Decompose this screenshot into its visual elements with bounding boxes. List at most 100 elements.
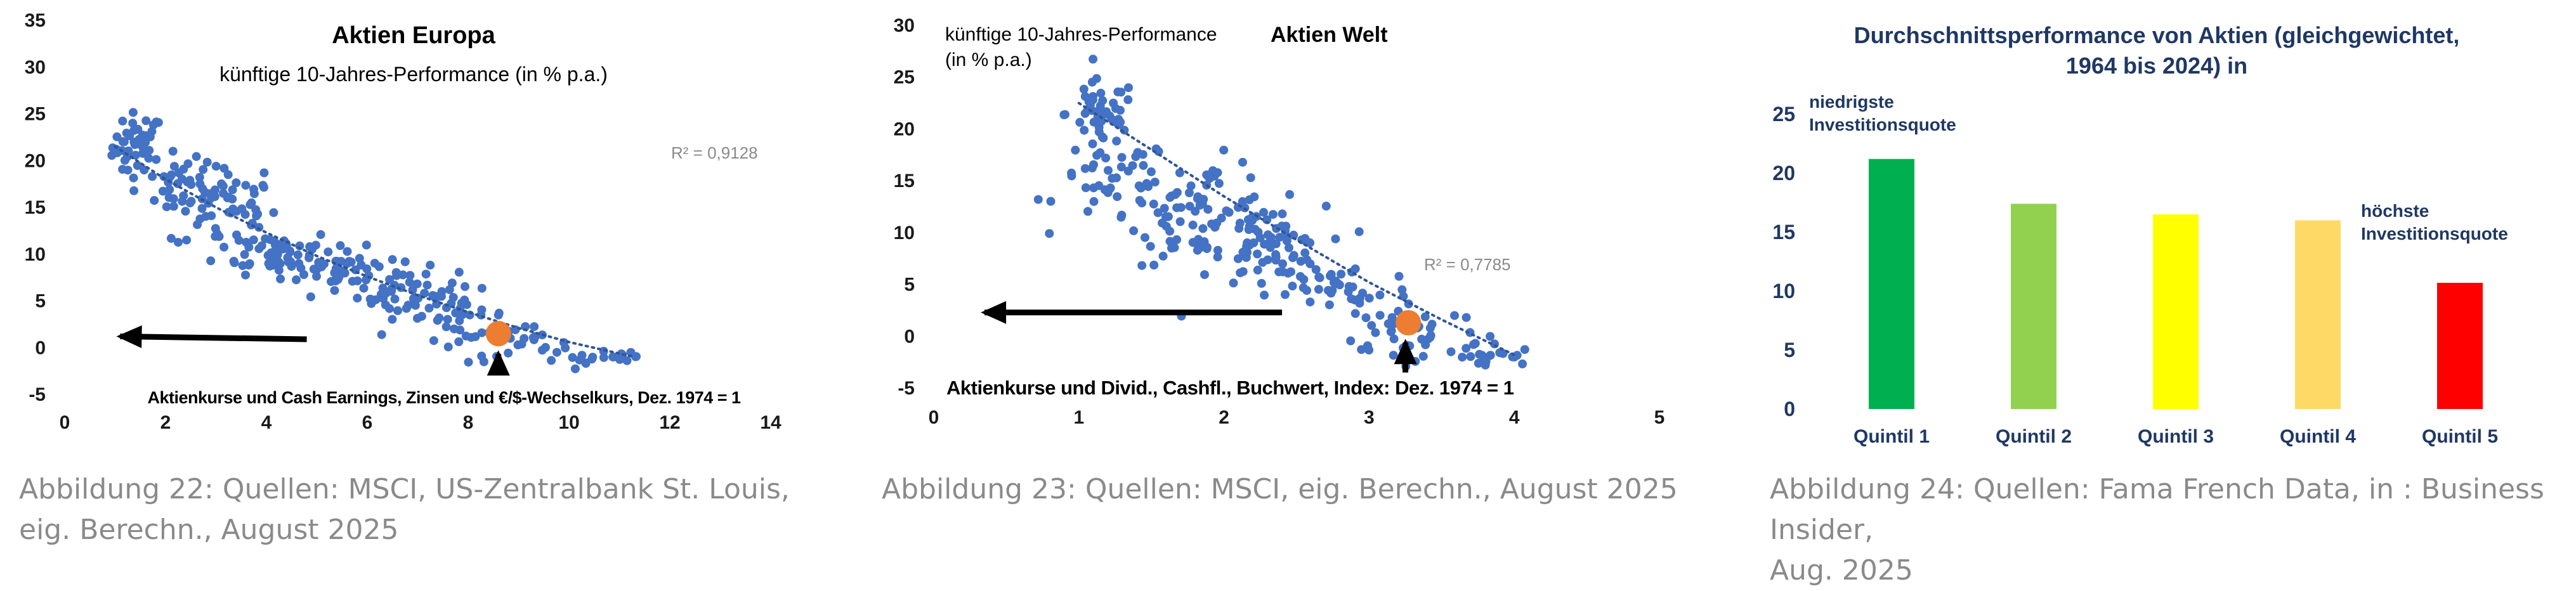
data-point <box>1475 349 1484 359</box>
data-point <box>1236 268 1245 278</box>
data-point <box>192 152 201 161</box>
data-point <box>330 286 339 296</box>
y-tick-label: 15 <box>25 197 46 218</box>
data-point <box>1389 351 1398 360</box>
data-point <box>1167 192 1176 201</box>
data-point <box>362 240 371 250</box>
data-point <box>400 257 410 266</box>
data-point <box>1213 168 1222 178</box>
r-squared-label: R² = 0,9128 <box>671 143 758 162</box>
data-point <box>152 155 161 164</box>
data-point <box>405 278 414 287</box>
data-point <box>1109 98 1118 108</box>
data-point <box>140 146 149 156</box>
data-point <box>359 283 369 293</box>
data-point <box>1045 229 1054 238</box>
x-tick-label: 0 <box>929 407 939 428</box>
y-tick-label: 30 <box>894 15 915 36</box>
data-point <box>1217 213 1226 223</box>
data-point <box>1198 224 1208 233</box>
data-point <box>228 194 237 204</box>
data-point <box>122 128 131 138</box>
x-axis-label: Aktienkurse und Divid., Cashfl., Buchwer… <box>946 377 1514 399</box>
data-point <box>1163 212 1173 221</box>
x-tick-label: Quintil 5 <box>2422 426 2498 447</box>
data-point <box>267 254 277 263</box>
x-tick-label: Quintil 3 <box>2138 426 2214 447</box>
data-point <box>1288 282 1297 291</box>
panel-quintiles: Durchschnittsperformance von Aktien (gle… <box>1751 0 2576 587</box>
data-point <box>477 283 487 293</box>
data-point <box>1257 278 1266 288</box>
data-point <box>274 266 284 275</box>
data-point <box>547 356 556 365</box>
data-point <box>353 276 362 285</box>
data-point <box>1137 198 1147 208</box>
data-point <box>390 294 400 304</box>
y-tick-label: 0 <box>904 326 915 347</box>
y-tick-label: 35 <box>25 10 46 31</box>
data-point <box>1315 273 1324 283</box>
x-tick-label: 8 <box>463 412 474 433</box>
data-point <box>1278 209 1287 219</box>
data-point <box>1089 197 1099 206</box>
y-tick-label: 0 <box>35 337 46 358</box>
data-point <box>1250 192 1259 202</box>
data-point <box>608 353 618 362</box>
up-arrow-head <box>487 350 510 376</box>
data-point <box>257 241 266 250</box>
x-tick-label: 14 <box>760 412 781 433</box>
data-point <box>287 262 296 271</box>
data-point <box>1203 205 1213 214</box>
data-point <box>433 316 442 325</box>
data-point <box>541 342 550 352</box>
data-point <box>364 271 374 280</box>
data-point <box>1271 256 1281 265</box>
data-point <box>1104 166 1113 175</box>
x-tick-label: Quintil 2 <box>1996 426 2072 447</box>
data-point <box>133 161 142 170</box>
data-point <box>1071 145 1080 155</box>
data-point <box>632 352 641 361</box>
data-point <box>1326 270 1336 279</box>
data-point <box>1087 77 1097 87</box>
data-point <box>1059 110 1069 119</box>
x-tick-label: 4 <box>1509 407 1520 428</box>
data-point <box>1486 332 1495 341</box>
data-point <box>588 353 598 362</box>
data-point <box>1158 251 1168 261</box>
data-point <box>1474 358 1483 368</box>
data-point <box>129 186 139 195</box>
data-point <box>1446 347 1456 356</box>
data-point <box>1194 235 1203 244</box>
data-point <box>232 230 241 240</box>
data-point <box>1133 148 1142 157</box>
data-point <box>296 263 306 273</box>
data-point <box>388 315 397 324</box>
data-point <box>1285 190 1295 199</box>
data-point <box>1213 252 1222 262</box>
y-tick-label: -5 <box>29 384 46 405</box>
data-point <box>1333 279 1343 289</box>
y-tick-label: 0 <box>1784 398 1795 420</box>
data-point <box>1088 139 1097 148</box>
data-point <box>158 186 167 196</box>
data-point <box>1137 261 1147 270</box>
data-point <box>169 194 178 204</box>
data-point <box>254 223 264 232</box>
data-point <box>1253 265 1262 275</box>
data-point <box>1233 254 1243 263</box>
data-point <box>211 162 221 171</box>
data-point <box>148 172 157 181</box>
data-point <box>424 303 434 313</box>
data-point <box>324 247 333 257</box>
data-point <box>128 108 138 117</box>
data-point <box>1518 359 1527 368</box>
data-point <box>219 242 229 252</box>
data-point <box>169 202 178 211</box>
data-point <box>244 242 254 252</box>
data-point <box>1265 239 1274 249</box>
data-point <box>388 255 397 264</box>
data-point <box>120 155 129 165</box>
current-value-marker <box>485 321 511 347</box>
